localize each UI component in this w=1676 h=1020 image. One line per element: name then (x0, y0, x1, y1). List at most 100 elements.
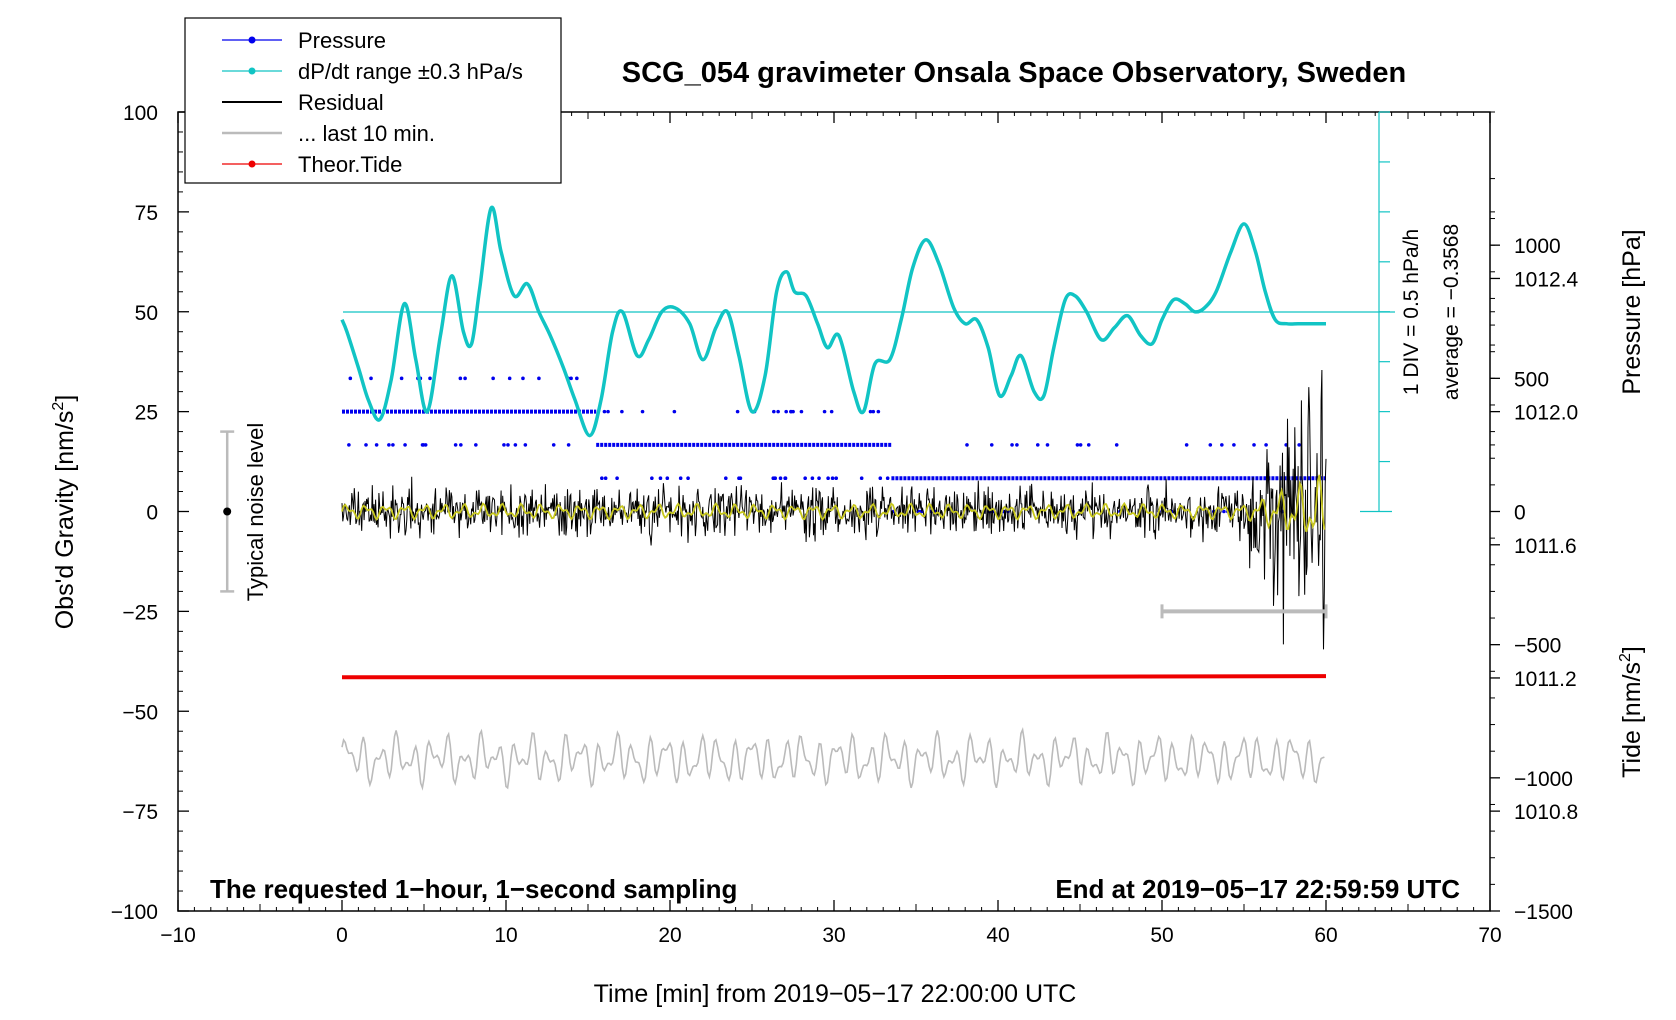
tide-tick-label: 500 (1514, 368, 1549, 391)
pressure-point (1035, 443, 1040, 447)
pressure-tick-label: 1010.8 (1514, 801, 1578, 824)
legend-box (184, 17, 562, 184)
pressure-point (620, 409, 624, 414)
pressure-point (1114, 443, 1119, 447)
pressure-point (600, 476, 604, 481)
pressure-point (1208, 443, 1213, 447)
pressure-point (569, 376, 573, 381)
pressure-point (348, 376, 353, 381)
x-axis-title: Time [min] from 2019−05−17 22:00:00 UTC (594, 980, 1077, 1008)
dpdt-div-label: 1 DIV = 0.5 hPa/h (1400, 229, 1423, 395)
pressure-tick-label: 1012.4 (1514, 268, 1579, 291)
y-axis-tide: 1000 500 0 −500 −1000 −1500 (1490, 218, 1573, 924)
tide-tick-label: −500 (1514, 635, 1561, 658)
pressure-point (834, 476, 838, 481)
pressure-point (803, 476, 807, 481)
tide-line (342, 674, 1327, 680)
tide-axis-title-main: Tide [nm/s (1618, 662, 1646, 778)
dpdt-average-label: average = −0.3568 (1440, 224, 1463, 400)
pressure-point (1222, 509, 1226, 514)
pressure-point (665, 476, 670, 481)
legend-marker (248, 67, 256, 75)
y-tick-label: 100 (123, 102, 158, 125)
residual-line (341, 369, 1327, 650)
pressure-point (640, 409, 645, 414)
pressure-point (347, 443, 351, 447)
tide-tick-label: −1500 (1514, 901, 1573, 924)
pressure-point (965, 443, 969, 447)
pressure-point (374, 443, 379, 447)
pressure-point (474, 443, 478, 447)
pressure-point (885, 476, 890, 481)
pressure-point (459, 443, 463, 447)
pressure-point (1297, 443, 1301, 447)
bottom-left-annotation: The requested 1−hour, 1−second sampling (210, 874, 737, 904)
pressure-point (423, 443, 428, 447)
pressure-point (1078, 443, 1083, 447)
x-tick-label: 30 (822, 924, 845, 947)
pressure-axis-title: Pressure [hPa] (1618, 229, 1646, 394)
pressure-point (810, 476, 815, 481)
pressure-point (551, 443, 556, 447)
y-axis-pressure: 1012.4 1012.0 1011.6 1011.2 1010.8 (1490, 111, 1579, 824)
residual-smoothed-line (341, 474, 1326, 533)
pressure-point (829, 409, 834, 414)
x-tick-label: 50 (1150, 924, 1173, 947)
pressure-point (369, 376, 373, 381)
pressure-point (513, 443, 518, 447)
pressure-point (1086, 443, 1091, 447)
pressure-point (428, 376, 432, 381)
noise-level-label: Typical noise level (243, 423, 268, 602)
legend-items: Pressure dP/dt range ±0.3 hPa/s Residual..… (222, 28, 523, 177)
pressure-point (686, 476, 690, 481)
pressure-tick-label: 1012.0 (1514, 402, 1578, 425)
pressure-point (724, 476, 728, 481)
pressure-tick-label: 1011.6 (1514, 535, 1577, 558)
pressure-point (403, 443, 407, 447)
pressure-point (799, 409, 804, 414)
pressure-point (463, 376, 467, 381)
bottom-right-annotation: End at 2019−05−17 22:59:59 UTC (1055, 874, 1460, 904)
legend-label: Residual (298, 90, 384, 115)
y-tick-label: −50 (122, 701, 158, 724)
x-tick-label: 40 (986, 924, 1009, 947)
pressure-point (537, 376, 541, 381)
pressure-point (603, 476, 608, 481)
y-tick-label: −75 (122, 801, 158, 824)
x-tick-label: −10 (160, 924, 196, 947)
legend-marker (248, 160, 256, 168)
tide-tick-label: 0 (1514, 502, 1526, 525)
pressure-point (650, 476, 654, 481)
tide-series (342, 674, 1327, 680)
tide-axis-title-sup: 2 (1617, 653, 1634, 662)
pressure-point (575, 376, 579, 381)
pressure-point (773, 476, 778, 481)
tide-tick-label: 1000 (1514, 235, 1561, 258)
legend-marker (248, 36, 256, 44)
y-tick-label: 75 (135, 202, 158, 225)
residual-series (341, 369, 1327, 650)
pressure-point (871, 409, 876, 414)
legend-label: Theor.Tide (298, 152, 402, 177)
pressure-point (387, 443, 391, 447)
y-axis-left-title-end: ] (51, 395, 79, 402)
pressure-point (1220, 443, 1224, 447)
pressure-point (615, 476, 619, 481)
range-bars (220, 430, 1328, 619)
pressure-point (453, 443, 458, 447)
y-axis-left: 100 75 50 25 0 −25 −50 −75 −100 (111, 102, 189, 924)
pressure-point (566, 443, 571, 447)
pressure-point (789, 409, 793, 414)
pressure-point (776, 409, 780, 414)
pressure-point (458, 376, 463, 381)
pressure-point (859, 476, 864, 481)
pressure-point (783, 476, 788, 481)
pressure-point (772, 409, 776, 414)
pressure-point (364, 443, 368, 447)
pressure-point (1232, 443, 1236, 447)
x-tick-label: 60 (1314, 924, 1337, 947)
y-axis-left-title: Obs'd Gravity [nm/s2] (50, 395, 79, 630)
pressure-point (735, 409, 740, 414)
dpdt-line (340, 205, 1326, 438)
y-tick-label: 0 (146, 502, 158, 525)
